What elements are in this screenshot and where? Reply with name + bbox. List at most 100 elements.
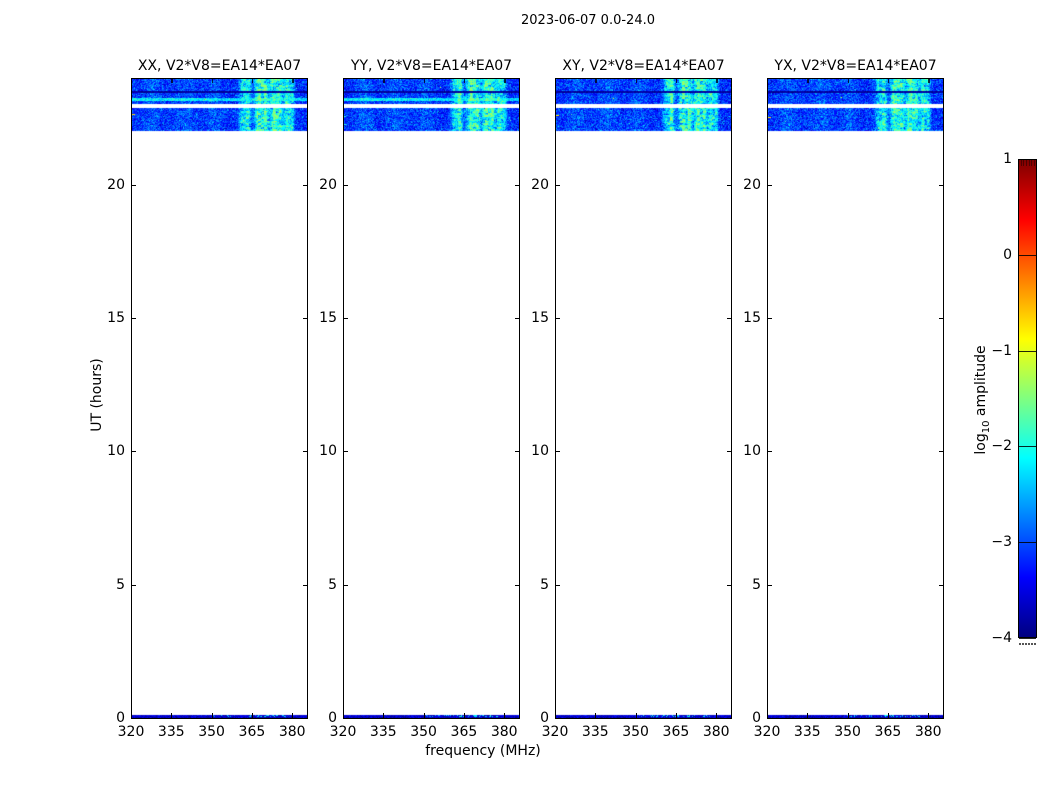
y-tick-left bbox=[556, 318, 560, 319]
panel-xy: XY, V2*V8=EA14*EA07 bbox=[555, 58, 732, 719]
colorbar-extend-dots bbox=[1027, 643, 1030, 645]
y-tick-left bbox=[344, 318, 348, 319]
figure-title: 2023-06-07 0.0-24.0 bbox=[521, 13, 655, 28]
x-tick-label: 350 bbox=[834, 724, 861, 740]
x-tick-top bbox=[463, 79, 466, 83]
y-tick-right bbox=[515, 184, 519, 186]
colorbar-extend-dots bbox=[1019, 643, 1021, 645]
x-tick-label: 380 bbox=[278, 724, 306, 740]
x-tick-bottom bbox=[595, 713, 597, 718]
x-tick-bottom bbox=[807, 713, 809, 718]
x-tick-top bbox=[423, 79, 426, 83]
colorbar-label-sub10: 10 bbox=[980, 420, 992, 434]
spectrogram-canvas-xy bbox=[556, 79, 731, 718]
x-tick-label: 365 bbox=[874, 724, 902, 740]
x-tick-top bbox=[716, 79, 718, 83]
x-tick-top bbox=[211, 79, 214, 83]
colorbar-extend-dots bbox=[1033, 643, 1036, 645]
y-tick-right bbox=[939, 184, 943, 186]
colorbar-tick-label: −2 bbox=[991, 438, 1012, 455]
colorbar-tick-label: −3 bbox=[991, 534, 1012, 551]
x-tick-label: 335 bbox=[369, 724, 397, 740]
x-tick-top bbox=[383, 79, 385, 83]
x-tick-label: 350 bbox=[198, 724, 225, 740]
colorbar-tick bbox=[1019, 254, 1036, 256]
y-tick-label: 10 bbox=[107, 443, 125, 460]
colorbar-end-hatch bbox=[1025, 160, 1027, 166]
x-tick-label: 320 bbox=[541, 724, 569, 740]
x-tick-top bbox=[928, 79, 930, 83]
y-tick-left bbox=[768, 451, 772, 453]
colorbar-tick-label: 0 bbox=[1003, 246, 1012, 263]
colorbar-end-hatch bbox=[1028, 160, 1030, 166]
y-tick-left bbox=[556, 184, 560, 186]
y-tick-label: 0 bbox=[752, 710, 761, 726]
y-tick-label: 20 bbox=[319, 176, 337, 193]
x-tick-label: 380 bbox=[490, 724, 518, 740]
colorbar-gradient bbox=[1018, 159, 1037, 638]
x-tick-label: 320 bbox=[753, 724, 781, 740]
x-tick-label: 320 bbox=[329, 724, 357, 740]
x-tick-label: 380 bbox=[914, 724, 942, 740]
colorbar-tick-label: 1 bbox=[1003, 151, 1012, 167]
x-axis-label: frequency (MHz) bbox=[425, 743, 541, 759]
x-tick-top bbox=[171, 79, 173, 83]
y-tick-left bbox=[768, 318, 772, 319]
x-tick-bottom bbox=[504, 713, 506, 718]
colorbar-tick-label: −4 bbox=[991, 630, 1012, 646]
x-tick-bottom bbox=[635, 713, 637, 718]
x-tick-top bbox=[251, 79, 254, 83]
y-tick-right bbox=[727, 451, 731, 453]
x-tick-top bbox=[595, 79, 597, 83]
y-tick-left bbox=[132, 451, 136, 453]
panel-xx-title: XX, V2*V8=EA14*EA07 bbox=[137, 58, 302, 74]
y-tick-left bbox=[132, 318, 136, 319]
panel-xy-title: XY, V2*V8=EA14*EA07 bbox=[562, 58, 725, 74]
panel-yy-title: YY, V2*V8=EA14*EA07 bbox=[350, 58, 513, 74]
y-tick-right bbox=[727, 584, 731, 586]
y-tick-right bbox=[515, 318, 519, 319]
x-tick-label: 365 bbox=[662, 724, 690, 740]
colorbar-extend-dots bbox=[1021, 643, 1024, 645]
x-tick-bottom bbox=[887, 713, 889, 718]
y-tick-label: 15 bbox=[531, 310, 549, 326]
spectrogram-canvas-yy bbox=[344, 79, 519, 718]
y-tick-label: 15 bbox=[319, 310, 337, 326]
x-tick-top bbox=[635, 79, 638, 83]
x-tick-bottom bbox=[463, 713, 465, 718]
panel-yy: YY, V2*V8=EA14*EA07 bbox=[343, 58, 520, 719]
colorbar-extend-dots bbox=[1024, 643, 1027, 645]
x-tick-label: 350 bbox=[622, 724, 649, 740]
y-tick-label: 15 bbox=[107, 310, 125, 326]
y-tick-label: 5 bbox=[328, 576, 337, 593]
y-tick-left bbox=[344, 584, 348, 586]
y-tick-label: 5 bbox=[752, 576, 761, 593]
x-tick-top bbox=[504, 79, 506, 83]
colorbar-tick bbox=[1019, 446, 1036, 448]
colorbar-end-hatch bbox=[1034, 160, 1035, 166]
y-tick-left bbox=[768, 584, 772, 586]
y-tick-label: 20 bbox=[531, 176, 549, 193]
x-tick-top bbox=[675, 79, 678, 83]
y-tick-right bbox=[303, 318, 307, 319]
y-tick-label: 5 bbox=[116, 576, 125, 593]
colorbar-extend-dots bbox=[1030, 643, 1033, 645]
panel-yx: YX, V2*V8=EA14*EA07 bbox=[767, 58, 944, 719]
colorbar-label-log: log bbox=[973, 433, 989, 455]
y-tick-right bbox=[939, 451, 943, 453]
y-tick-right bbox=[303, 584, 307, 586]
colorbar-end-hatch bbox=[1023, 160, 1025, 166]
y-tick-label: 20 bbox=[107, 176, 125, 193]
y-tick-right bbox=[939, 318, 943, 319]
y-tick-label: 0 bbox=[540, 710, 549, 726]
spectrogram-canvas-xx bbox=[132, 79, 307, 718]
x-tick-bottom bbox=[675, 713, 677, 718]
y-tick-left bbox=[132, 184, 136, 186]
x-tick-bottom bbox=[211, 713, 213, 718]
x-tick-top bbox=[847, 79, 850, 83]
x-tick-bottom bbox=[423, 713, 425, 718]
x-tick-top bbox=[887, 79, 890, 83]
x-tick-top bbox=[292, 79, 294, 83]
x-tick-label: 365 bbox=[450, 724, 478, 740]
